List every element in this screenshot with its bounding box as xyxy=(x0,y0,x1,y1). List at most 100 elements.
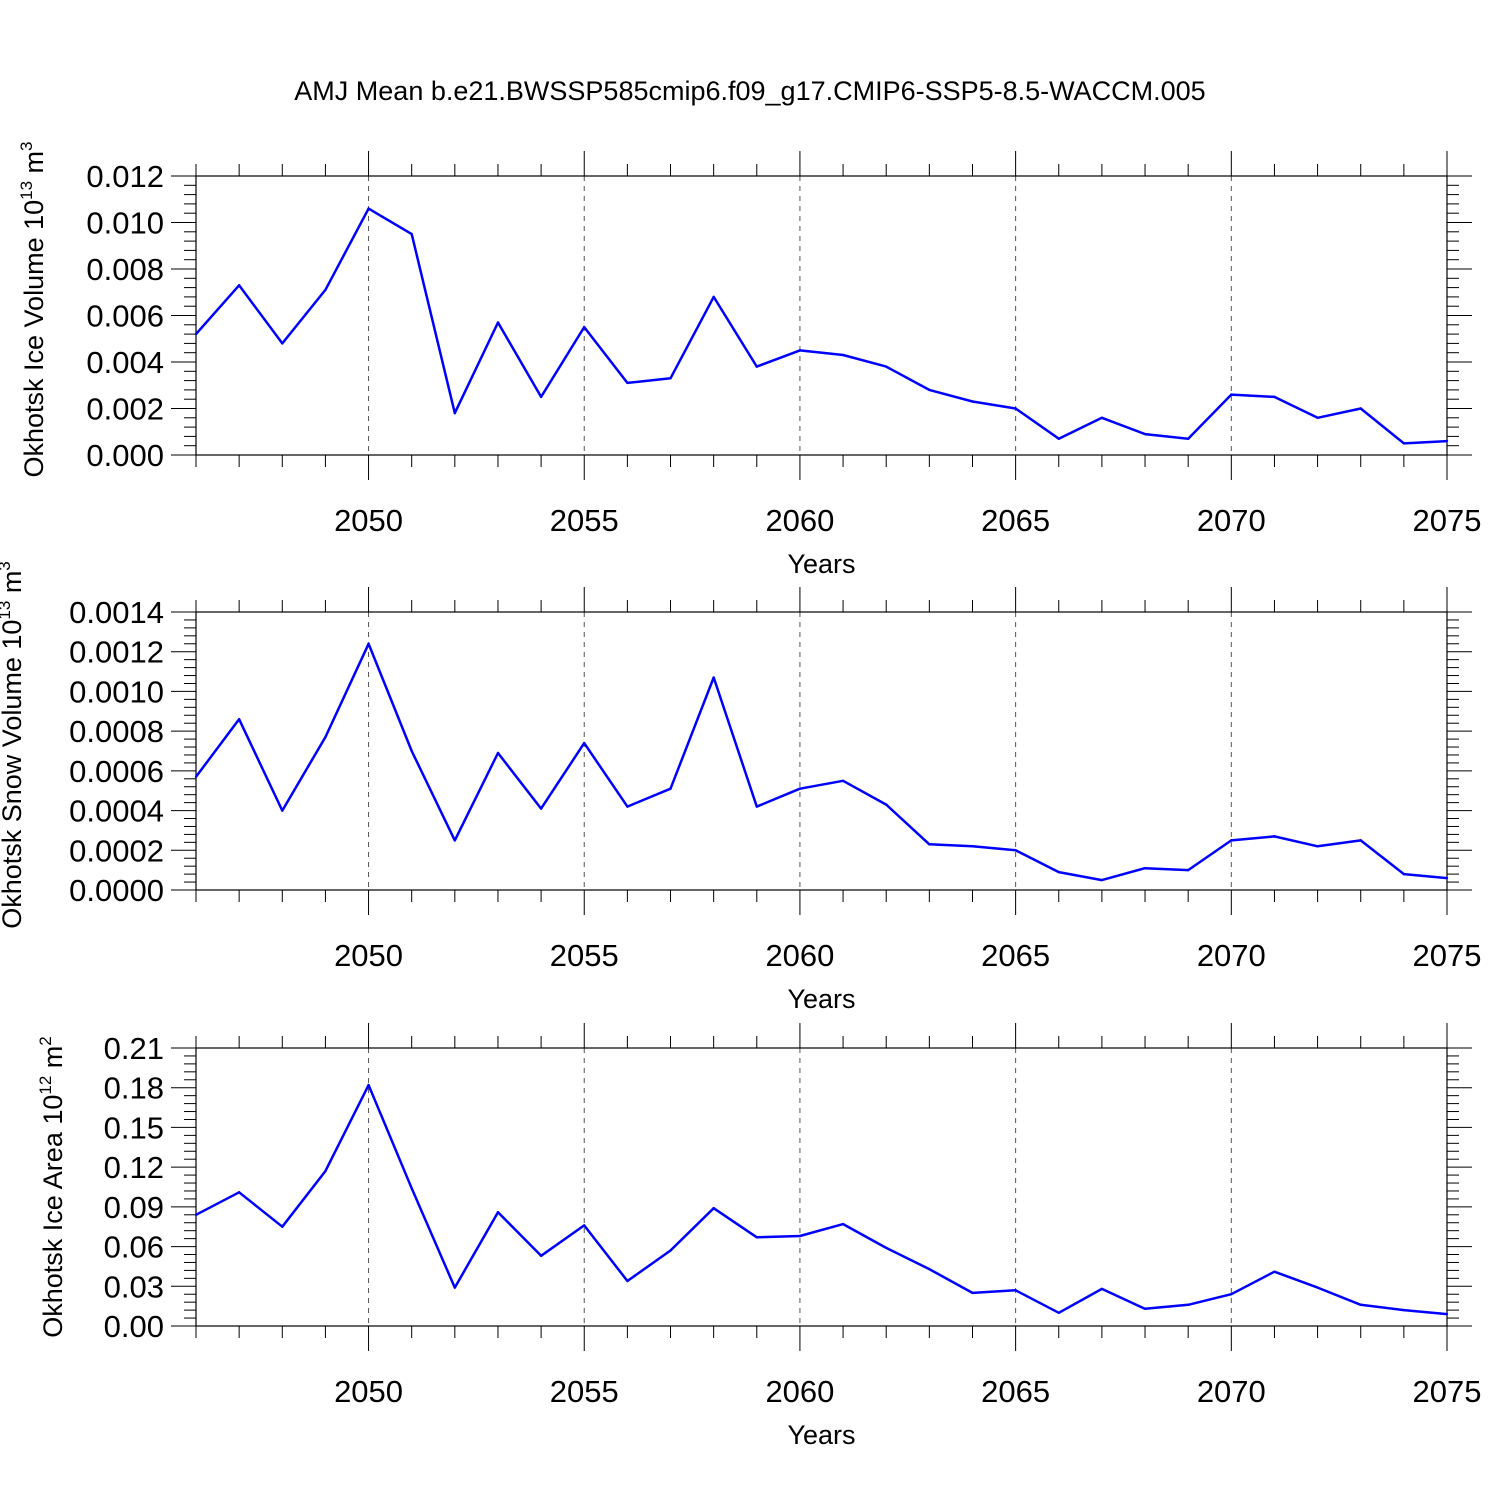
data-point xyxy=(971,845,974,848)
plot-frame xyxy=(195,175,1448,456)
y-tick-label: 0.0008 xyxy=(69,714,164,749)
y-tick-label: 0.0004 xyxy=(69,794,164,829)
data-point xyxy=(1230,839,1233,842)
data-point xyxy=(324,735,327,739)
data-point xyxy=(798,1234,802,1238)
data-point xyxy=(237,284,241,287)
y-tick-label: 0.0000 xyxy=(69,873,164,908)
data-point xyxy=(712,295,715,299)
data-point xyxy=(453,839,457,842)
panel-ice-area: 0.00 0.03 0.06 0.09 0.12 0.15 0.18 0.21 2050 2055… xyxy=(36,1023,1481,1450)
data-point xyxy=(928,388,931,392)
series-line xyxy=(195,1083,1448,1316)
data-point xyxy=(583,741,586,745)
x-axis-label: Years xyxy=(787,1420,855,1450)
x-axis-label: Years xyxy=(787,984,855,1014)
data-point xyxy=(669,787,672,790)
data-point xyxy=(194,775,198,779)
y-tick-label: 0.004 xyxy=(86,345,164,380)
data-point xyxy=(669,377,672,380)
data-point xyxy=(712,676,715,679)
data-point xyxy=(841,353,845,357)
x-tick-label: 2050 xyxy=(334,1374,403,1409)
data-point xyxy=(496,1210,500,1214)
data-point xyxy=(1100,1287,1104,1291)
data-point xyxy=(1057,870,1060,874)
data-point xyxy=(626,805,629,808)
x-tick-label: 2065 xyxy=(981,503,1050,538)
data-point xyxy=(539,395,543,399)
data-point xyxy=(841,1222,845,1226)
data-point xyxy=(194,332,198,336)
data-point xyxy=(798,787,802,790)
x-tick-label: 2055 xyxy=(550,1374,619,1409)
data-point xyxy=(281,1225,284,1228)
data-point xyxy=(453,1286,457,1289)
data-point xyxy=(583,325,586,329)
panel-snow-volume: 0.0000 0.0002 0.0004 0.0006 0.0008 0.0010 0.00… xyxy=(0,561,1481,1014)
data-point xyxy=(324,1169,327,1173)
data-point xyxy=(1057,437,1060,440)
data-point xyxy=(755,365,758,368)
x-tick-label: 2075 xyxy=(1413,1374,1482,1409)
data-point xyxy=(885,803,888,806)
data-point xyxy=(885,1246,888,1250)
y-tick-label: 0.12 xyxy=(104,1150,164,1185)
data-point xyxy=(1273,1270,1276,1273)
data-point xyxy=(1402,872,1406,876)
data-point xyxy=(367,642,370,645)
y-tick-label: 0.00 xyxy=(104,1309,164,1344)
data-point xyxy=(194,1213,198,1217)
data-point xyxy=(712,1206,715,1210)
x-tick-label: 2060 xyxy=(765,938,834,973)
data-point xyxy=(1316,845,1319,848)
data-point xyxy=(971,400,974,403)
data-point xyxy=(324,288,327,292)
x-tick-label: 2055 xyxy=(550,938,619,973)
y-tick-label: 0.03 xyxy=(104,1269,164,1304)
data-point xyxy=(1273,395,1276,399)
data-point xyxy=(1273,835,1276,838)
y-tick-label: 0.0014 xyxy=(69,595,164,630)
data-point xyxy=(755,1236,758,1239)
data-point xyxy=(1014,1289,1017,1292)
y-tick-label: 0.000 xyxy=(86,438,164,473)
y-tick-label: 0.15 xyxy=(104,1110,164,1145)
y-axis-label: Okhotsk Ice Volume 1013 m3 xyxy=(17,141,49,477)
data-point xyxy=(1359,1303,1362,1307)
y-axis-label: Okhotsk Ice Area 1012 m2 xyxy=(36,1036,68,1338)
data-point xyxy=(410,232,413,236)
data-point xyxy=(928,1267,931,1271)
plot-frame xyxy=(195,1047,1448,1327)
plot-frame xyxy=(195,611,1448,891)
data-point xyxy=(1445,439,1449,443)
data-point xyxy=(1186,437,1190,440)
y-tick-label: 0.0002 xyxy=(69,833,164,868)
y-tick-label: 0.18 xyxy=(104,1071,164,1106)
data-point xyxy=(1100,416,1104,419)
data-point xyxy=(1100,878,1104,882)
y-tick-label: 0.21 xyxy=(104,1031,164,1066)
y-tick-label: 0.012 xyxy=(86,159,164,194)
data-point xyxy=(410,1187,413,1190)
data-point xyxy=(281,342,284,345)
x-tick-label: 2075 xyxy=(1413,938,1482,973)
data-point xyxy=(539,807,543,810)
x-tick-label: 2050 xyxy=(334,503,403,538)
data-point xyxy=(281,809,284,812)
data-point xyxy=(1230,1293,1233,1296)
data-point xyxy=(410,749,413,753)
data-point xyxy=(755,805,758,808)
y-tick-label: 0.006 xyxy=(86,299,164,334)
x-tick-label: 2070 xyxy=(1197,1374,1266,1409)
data-point xyxy=(928,843,931,846)
x-tick-label: 2060 xyxy=(765,1374,834,1409)
x-tick-label: 2065 xyxy=(981,938,1050,973)
data-point xyxy=(1402,1308,1406,1312)
y-tick-label: 0.0010 xyxy=(69,674,164,709)
y-axis-label: Okhotsk Snow Volume 1013 m3 xyxy=(0,561,27,929)
y-tick-label: 0.008 xyxy=(86,252,164,287)
figure-title: AMJ Mean b.e21.BWSSP585cmip6.f09_g17.CMI… xyxy=(294,76,1205,106)
data-point xyxy=(841,779,845,782)
